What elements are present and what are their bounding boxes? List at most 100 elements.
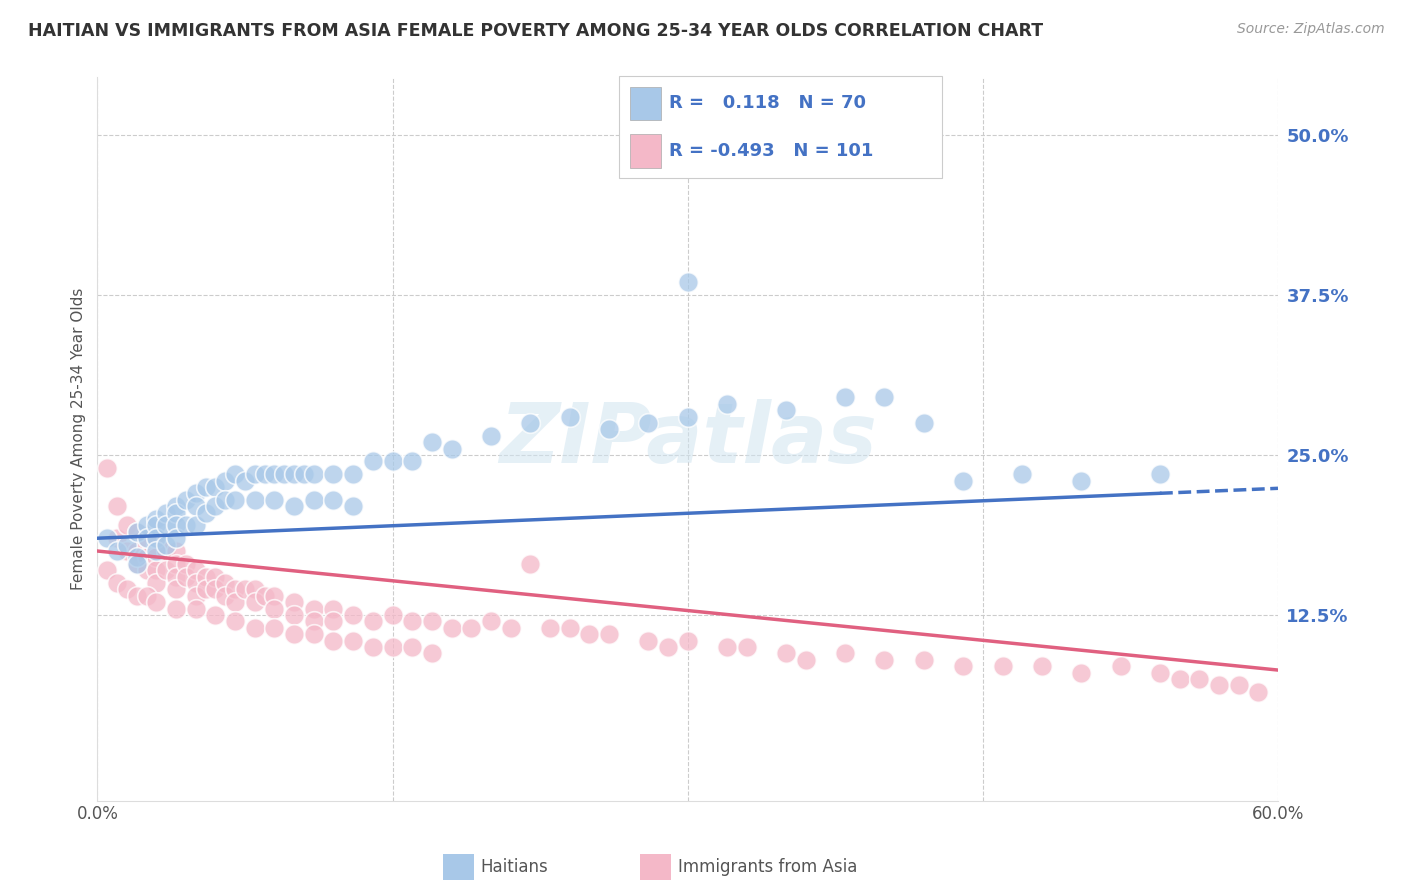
Point xyxy=(155,538,177,552)
Point xyxy=(263,492,285,507)
Point xyxy=(155,563,177,577)
Point xyxy=(96,531,118,545)
Point xyxy=(194,506,217,520)
Point xyxy=(243,492,266,507)
Point xyxy=(224,582,246,597)
Point xyxy=(460,621,482,635)
Point xyxy=(165,518,187,533)
Point xyxy=(263,467,285,482)
Point xyxy=(735,640,758,654)
Point xyxy=(204,480,226,494)
Point xyxy=(125,550,148,565)
Point xyxy=(1168,672,1191,686)
Point xyxy=(558,409,581,424)
Point xyxy=(775,403,797,417)
Point xyxy=(1247,685,1270,699)
Point xyxy=(716,640,738,654)
Point xyxy=(991,659,1014,673)
Point xyxy=(598,422,620,436)
Point xyxy=(105,500,128,514)
Point xyxy=(1208,678,1230,692)
Point xyxy=(224,492,246,507)
Point xyxy=(165,544,187,558)
Point xyxy=(145,518,167,533)
Point xyxy=(125,524,148,539)
Point xyxy=(834,647,856,661)
Point xyxy=(224,595,246,609)
Point xyxy=(174,569,197,583)
Text: R =   0.118   N = 70: R = 0.118 N = 70 xyxy=(669,95,866,112)
Point xyxy=(283,607,305,622)
Point xyxy=(115,582,138,597)
Point xyxy=(598,627,620,641)
Point xyxy=(952,474,974,488)
Point xyxy=(174,492,197,507)
Point xyxy=(283,627,305,641)
Point xyxy=(194,582,217,597)
Point xyxy=(381,607,404,622)
Point xyxy=(538,621,561,635)
Point xyxy=(292,467,315,482)
Point xyxy=(135,518,157,533)
Point xyxy=(125,557,148,571)
Point xyxy=(1188,672,1211,686)
Point xyxy=(1011,467,1033,482)
Point xyxy=(165,531,187,545)
Point xyxy=(165,557,187,571)
Point xyxy=(224,615,246,629)
Point xyxy=(174,518,197,533)
Point xyxy=(105,531,128,545)
Point xyxy=(145,576,167,591)
Point xyxy=(253,589,276,603)
Point xyxy=(204,582,226,597)
Point xyxy=(342,633,364,648)
Point xyxy=(204,607,226,622)
Point xyxy=(302,467,325,482)
Point xyxy=(125,557,148,571)
Point xyxy=(125,589,148,603)
Point xyxy=(322,467,344,482)
Point xyxy=(135,563,157,577)
Point xyxy=(479,429,502,443)
Point xyxy=(135,550,157,565)
Point xyxy=(233,474,256,488)
Point xyxy=(263,621,285,635)
Point xyxy=(342,607,364,622)
Point xyxy=(273,467,295,482)
Point xyxy=(145,550,167,565)
Point xyxy=(302,601,325,615)
Point xyxy=(145,595,167,609)
Point xyxy=(834,391,856,405)
Text: R = -0.493   N = 101: R = -0.493 N = 101 xyxy=(669,142,873,160)
Point xyxy=(519,416,541,430)
Point xyxy=(440,621,463,635)
Text: Immigrants from Asia: Immigrants from Asia xyxy=(678,858,858,876)
Point xyxy=(125,544,148,558)
Point xyxy=(165,569,187,583)
Point xyxy=(1149,665,1171,680)
Point xyxy=(174,557,197,571)
Point xyxy=(519,557,541,571)
Point xyxy=(381,640,404,654)
Point xyxy=(637,416,659,430)
Point xyxy=(155,506,177,520)
Point xyxy=(401,615,423,629)
Point xyxy=(952,659,974,673)
Point xyxy=(1149,467,1171,482)
Point xyxy=(420,647,443,661)
Point xyxy=(105,544,128,558)
Point xyxy=(637,633,659,648)
Point xyxy=(135,589,157,603)
Point xyxy=(873,391,896,405)
Point xyxy=(302,627,325,641)
Point xyxy=(243,595,266,609)
Point xyxy=(184,500,207,514)
Point xyxy=(499,621,522,635)
Point xyxy=(204,500,226,514)
Point xyxy=(401,640,423,654)
Point xyxy=(115,544,138,558)
Point xyxy=(253,467,276,482)
Point xyxy=(155,518,177,533)
Point xyxy=(657,640,679,654)
Point xyxy=(165,500,187,514)
